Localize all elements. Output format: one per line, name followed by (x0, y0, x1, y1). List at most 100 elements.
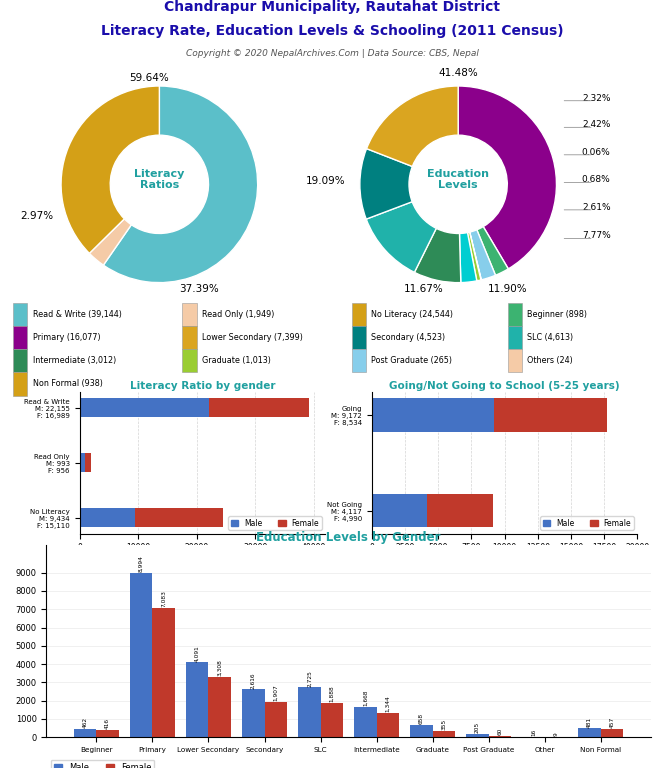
Text: 1,668: 1,668 (363, 690, 368, 706)
Text: 4,091: 4,091 (195, 645, 200, 661)
Text: 2,616: 2,616 (251, 672, 256, 689)
Text: 11.67%: 11.67% (404, 284, 444, 294)
Text: Education
Levels: Education Levels (427, 169, 489, 190)
Bar (242, 690, 264, 737)
Text: 8,994: 8,994 (139, 555, 143, 572)
Wedge shape (467, 232, 481, 281)
Legend: Male, Female: Male, Female (50, 760, 155, 768)
Bar (376, 713, 399, 737)
Text: Non Formal (938): Non Formal (938) (33, 379, 102, 389)
Text: 7.77%: 7.77% (582, 231, 610, 240)
Text: 2.32%: 2.32% (582, 94, 610, 103)
Text: 2.42%: 2.42% (582, 121, 610, 129)
Wedge shape (367, 86, 458, 167)
Text: 11.90%: 11.90% (487, 284, 527, 294)
Text: Literacy Rate, Education Levels & Schooling (2011 Census): Literacy Rate, Education Levels & School… (101, 25, 563, 38)
Text: Literacy
Ratios: Literacy Ratios (134, 169, 185, 190)
Wedge shape (360, 149, 412, 219)
Bar (493, 398, 607, 432)
FancyBboxPatch shape (351, 326, 366, 349)
Wedge shape (469, 232, 481, 280)
Text: 3,308: 3,308 (217, 659, 222, 676)
Bar (186, 663, 208, 737)
Bar (578, 729, 601, 737)
Text: 7,083: 7,083 (161, 590, 166, 607)
Text: Others (24): Others (24) (527, 356, 573, 366)
Text: Graduate (1,013): Graduate (1,013) (202, 356, 271, 366)
Bar (86, 453, 91, 472)
Text: Copyright © 2020 NepalArchives.Com | Data Source: CBS, Nepal: Copyright © 2020 NepalArchives.Com | Dat… (185, 49, 479, 58)
Bar (372, 398, 493, 432)
Text: No Literacy (24,544): No Literacy (24,544) (371, 310, 453, 319)
Bar (433, 731, 455, 737)
FancyBboxPatch shape (13, 349, 27, 372)
Text: Primary (16,077): Primary (16,077) (33, 333, 100, 343)
Bar (80, 453, 86, 472)
Text: 462: 462 (82, 717, 88, 728)
FancyBboxPatch shape (183, 303, 197, 326)
Bar (466, 733, 489, 737)
Bar (410, 725, 433, 737)
Text: 658: 658 (419, 713, 424, 724)
Text: Beginner (898): Beginner (898) (527, 310, 587, 319)
Bar (354, 707, 376, 737)
FancyBboxPatch shape (508, 326, 522, 349)
Bar (80, 508, 135, 528)
FancyBboxPatch shape (183, 326, 197, 349)
Text: 37.39%: 37.39% (179, 284, 218, 294)
Wedge shape (469, 230, 495, 280)
Text: 0.68%: 0.68% (582, 175, 610, 184)
Bar (135, 508, 223, 528)
Bar (80, 398, 209, 417)
Bar (96, 730, 119, 737)
Wedge shape (367, 202, 436, 273)
Text: 2.61%: 2.61% (582, 203, 610, 212)
Text: Lower Secondary (7,399): Lower Secondary (7,399) (202, 333, 303, 343)
Text: 457: 457 (610, 717, 615, 728)
Text: SLC (4,613): SLC (4,613) (527, 333, 573, 343)
Bar (264, 703, 287, 737)
Legend: Male, Female: Male, Female (228, 516, 321, 530)
FancyBboxPatch shape (13, 303, 27, 326)
Text: Secondary (4,523): Secondary (4,523) (371, 333, 445, 343)
Bar (298, 687, 321, 737)
Text: 41.48%: 41.48% (438, 68, 478, 78)
Text: 1,888: 1,888 (329, 685, 334, 702)
Text: 2,725: 2,725 (307, 670, 312, 687)
Text: 59.64%: 59.64% (129, 73, 169, 83)
Bar (209, 398, 309, 417)
Text: 19.09%: 19.09% (305, 177, 345, 187)
Wedge shape (459, 233, 477, 283)
Text: 60: 60 (497, 728, 503, 735)
Title: Going/Not Going to School (5-25 years): Going/Not Going to School (5-25 years) (389, 381, 620, 391)
Text: 2.97%: 2.97% (20, 210, 53, 220)
Bar (601, 729, 623, 737)
Text: 1,344: 1,344 (385, 695, 390, 712)
Title: Education Levels by Gender: Education Levels by Gender (256, 531, 441, 544)
Text: Read Only (1,949): Read Only (1,949) (202, 310, 274, 319)
FancyBboxPatch shape (508, 349, 522, 372)
Title: Literacy Ratio by gender: Literacy Ratio by gender (129, 381, 276, 391)
Text: 16: 16 (531, 729, 536, 736)
FancyBboxPatch shape (508, 303, 522, 326)
Text: 0.06%: 0.06% (582, 147, 610, 157)
Text: Post Graduate (265): Post Graduate (265) (371, 356, 452, 366)
Text: Chandrapur Municipality, Rautahat District: Chandrapur Municipality, Rautahat Distri… (164, 0, 500, 14)
FancyBboxPatch shape (13, 326, 27, 349)
Text: 355: 355 (442, 719, 446, 730)
Bar (130, 573, 153, 737)
Wedge shape (61, 86, 159, 253)
Text: 1,907: 1,907 (273, 685, 278, 701)
Bar (74, 729, 96, 737)
Bar (426, 494, 493, 528)
Wedge shape (104, 86, 258, 283)
Text: Intermediate (3,012): Intermediate (3,012) (33, 356, 116, 366)
Legend: Male, Female: Male, Female (540, 516, 633, 530)
FancyBboxPatch shape (183, 349, 197, 372)
Bar (372, 494, 426, 528)
Wedge shape (458, 86, 556, 269)
Text: 205: 205 (475, 721, 480, 733)
Bar (153, 607, 175, 737)
FancyBboxPatch shape (351, 303, 366, 326)
FancyBboxPatch shape (13, 372, 27, 396)
